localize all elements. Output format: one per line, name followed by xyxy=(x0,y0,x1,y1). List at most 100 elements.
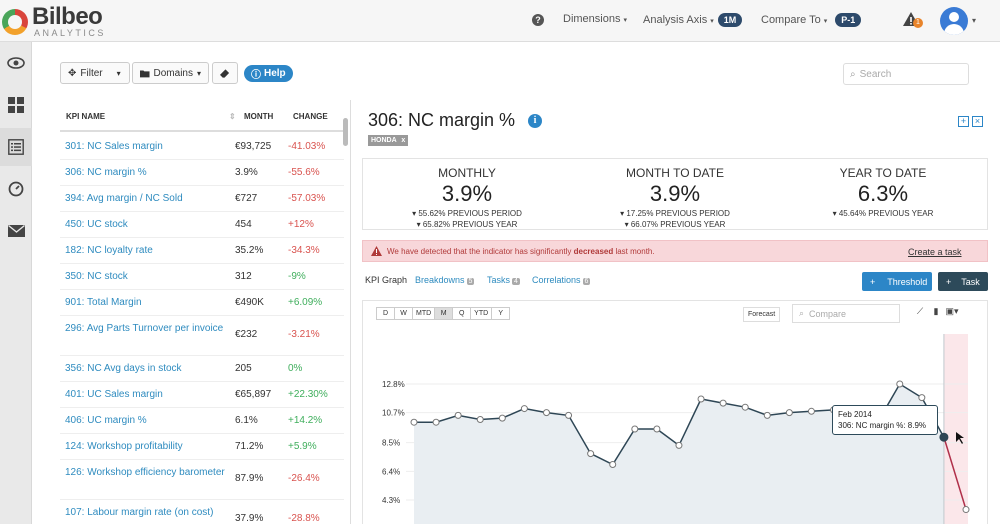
dimensions-menu[interactable]: Dimensions ▾ xyxy=(563,13,627,25)
tooltip-period: Feb 2014 xyxy=(838,410,872,419)
kpi-row-name[interactable]: 306: NC margin % xyxy=(65,167,147,178)
kpi-row-name[interactable]: 901: Total Margin xyxy=(65,297,142,308)
month-header[interactable]: MONTH xyxy=(244,112,274,121)
move-icon: ✥ xyxy=(68,67,77,79)
kpi-row-name[interactable]: 450: UC stock xyxy=(65,219,128,230)
change-header[interactable]: CHANGE xyxy=(293,112,328,121)
close-square-icon[interactable]: × xyxy=(972,116,983,127)
data-point xyxy=(675,441,683,449)
count-badge: 6 xyxy=(582,278,591,285)
rail-gauge-button[interactable] xyxy=(0,170,32,208)
y-tick-label: 8.5% xyxy=(382,439,400,448)
range-button-y[interactable]: Y xyxy=(491,307,511,320)
kpi-row-change: -28.8% xyxy=(288,513,320,524)
analysis-axis-menu[interactable]: Analysis Axis ▾ 1M xyxy=(643,13,743,27)
kpi-row-name[interactable]: 406: UC margin % xyxy=(65,415,147,426)
tab-tasks[interactable]: Tasks 4 xyxy=(487,275,520,285)
kpi-row-name[interactable]: 126: Workshop efficiency barometer xyxy=(65,467,225,478)
caret-down-icon: ▾ xyxy=(116,68,121,78)
kpi-row-name[interactable]: 182: NC loyalty rate xyxy=(65,245,153,256)
stat-value: 6.3% xyxy=(857,181,909,206)
kpi-row-name[interactable]: 394: Avg margin / NC Sold xyxy=(65,193,183,204)
eraser-button[interactable] xyxy=(212,62,238,84)
kpi-row[interactable]: 301: NC Sales margin €93,725 -41.03% xyxy=(60,134,344,160)
kpi-row[interactable]: 356: NC Avg days in stock 205 0% xyxy=(60,356,344,382)
filter-button[interactable]: ✥ Filter ▾ xyxy=(60,62,130,84)
kpi-row-name[interactable]: 296: Avg Parts Turnover per invoice xyxy=(65,323,224,334)
kpi-row[interactable]: 306: NC margin % 3.9% -55.6% xyxy=(60,160,344,186)
range-button-d[interactable]: D xyxy=(376,307,395,320)
count-badge: 4 xyxy=(512,278,520,285)
rail-list-button[interactable] xyxy=(0,128,32,166)
kpi-line-chart[interactable]: 12.8% 10.7% 8.5% 6.4% 4.3% xyxy=(362,334,988,524)
tag-close-icon[interactable]: x xyxy=(401,137,406,144)
task-label: Task xyxy=(961,276,980,287)
data-point xyxy=(432,418,440,426)
forecast-button[interactable]: Forecast xyxy=(743,307,781,322)
kpi-row[interactable]: 126: Workshop efficiency barometer 87.9% -… xyxy=(60,460,344,500)
task-button[interactable]: + Task xyxy=(938,272,988,291)
kpi-row-change: +6.09% xyxy=(288,297,323,308)
kpi-row[interactable]: 350: NC stock 312 -9% xyxy=(60,264,344,290)
kpi-row[interactable]: 296: Avg Parts Turnover per invoice €232 -… xyxy=(60,316,344,356)
compare-badge: P-1 xyxy=(835,13,862,27)
compare-placeholder: Compare xyxy=(809,308,847,319)
range-button-ytd[interactable]: YTD xyxy=(470,307,493,320)
kpi-row[interactable]: 401: UC Sales margin €65,897 +22.30% xyxy=(60,382,344,408)
kpi-row-name[interactable]: 107: Labour margin rate (on cost) xyxy=(65,507,214,518)
app-name: Bilbeo xyxy=(32,3,103,30)
range-button-mtd[interactable]: MTD xyxy=(412,307,436,320)
eye-icon xyxy=(7,57,25,69)
kpi-row[interactable]: 107: Labour margin rate (on cost) 37.9% -2… xyxy=(60,500,344,524)
compare-to-menu[interactable]: Compare To ▾ P-1 xyxy=(761,13,862,27)
domains-button[interactable]: Domains ▾ xyxy=(132,62,209,84)
help-question-icon[interactable]: ? xyxy=(532,14,544,26)
kpi-row-name[interactable]: 124: Workshop profitability xyxy=(65,441,183,452)
rail-dashboard-button[interactable] xyxy=(0,86,32,124)
y-tick-label: 4.3% xyxy=(382,496,400,505)
data-point xyxy=(785,409,793,417)
range-button-w[interactable]: W xyxy=(394,307,413,320)
kpi-row[interactable]: 182: NC loyalty rate 35.2% -34.3% xyxy=(60,238,344,264)
threshold-button[interactable]: + Threshold xyxy=(862,272,932,291)
caret-down-icon[interactable]: ▾ xyxy=(972,16,977,25)
kpi-row-month: €727 xyxy=(235,193,258,204)
rail-view-button[interactable] xyxy=(0,44,32,82)
kpi-name-header[interactable]: KPI NAME xyxy=(66,112,106,121)
sort-icon[interactable]: ⇕ xyxy=(229,112,236,121)
help-button[interactable]: ⓘ Help xyxy=(244,65,293,82)
kpi-row-month: €65,897 xyxy=(235,389,272,400)
folder-icon xyxy=(140,69,150,77)
kpi-row[interactable]: 901: Total Margin €490K +6.09% xyxy=(60,290,344,316)
search-input[interactable]: ⌕ Search xyxy=(843,63,969,85)
search-icon: ⌕ xyxy=(799,308,805,318)
range-button-m[interactable]: M xyxy=(434,307,454,320)
tab-correlations[interactable]: Correlations 6 xyxy=(532,275,591,285)
create-task-link[interactable]: Create a task xyxy=(908,247,962,257)
save-icon[interactable]: ▣▾ xyxy=(945,306,959,316)
rail-mail-button[interactable] xyxy=(0,212,32,250)
top-bar: Bilbeo ANALYTICS ? Dimensions ▾ Analysis… xyxy=(0,0,1000,42)
user-avatar[interactable] xyxy=(940,7,968,35)
brand-tag[interactable]: HONDA x xyxy=(368,135,409,146)
kpi-row[interactable]: 450: UC stock 454 +12% xyxy=(60,212,344,238)
kpi-row[interactable]: 394: Avg margin / NC Sold €727 -57.03% xyxy=(60,186,344,212)
kpi-row-name[interactable]: 401: UC Sales margin xyxy=(65,389,163,400)
kpi-row-name[interactable]: 301: NC Sales margin xyxy=(65,141,163,152)
tab-kpi-graph[interactable]: KPI Graph xyxy=(365,275,408,285)
kpi-row-name[interactable]: 350: NC stock xyxy=(65,271,128,282)
kpi-row[interactable]: 406: UC margin % 6.1% +14.2% xyxy=(60,408,344,434)
kpi-row-name[interactable]: 356: NC Avg days in stock xyxy=(65,363,182,374)
kpi-row[interactable]: 124: Workshop profitability 71.2% +5.9% xyxy=(60,434,344,460)
tab-breakdowns[interactable]: Breakdowns 5 xyxy=(415,275,475,285)
avatar-body xyxy=(944,24,964,35)
line-chart-icon[interactable]: ⟋ xyxy=(916,306,924,316)
add-square-icon[interactable]: + xyxy=(958,116,969,127)
bilbeo-logo[interactable]: Bilbeo ANALYTICS xyxy=(2,3,122,39)
kpi-scrollbar[interactable] xyxy=(343,118,348,146)
info-icon[interactable]: i xyxy=(528,114,542,128)
stat-label: YEAR TO DATE xyxy=(839,166,927,180)
bar-chart-icon[interactable]: ▮ xyxy=(933,306,939,316)
range-button-q[interactable]: Q xyxy=(452,307,472,320)
compare-input[interactable]: ⌕ Compare xyxy=(792,304,900,323)
